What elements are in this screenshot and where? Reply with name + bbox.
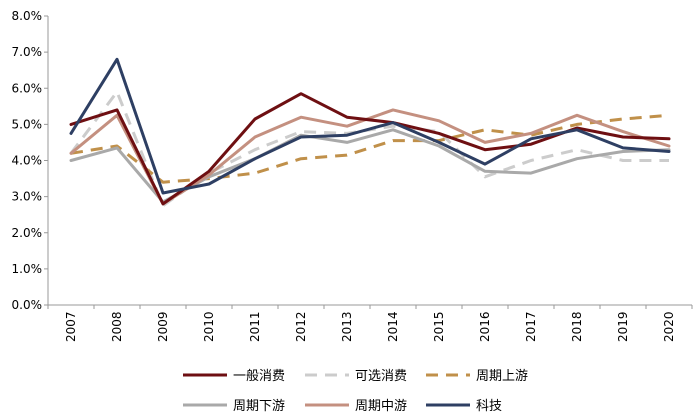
series-line-3 xyxy=(70,113,670,184)
legend-label-1: 一般消费 xyxy=(233,368,285,384)
x-tick-label: 2007 xyxy=(64,311,78,342)
x-tick-label: 2010 xyxy=(202,311,216,342)
chart-series xyxy=(69,57,671,208)
y-tick-label: 7.0% xyxy=(12,45,43,59)
legend-label-6: 科技 xyxy=(476,399,502,414)
x-tick-label: 2012 xyxy=(294,311,308,342)
y-tick-label: 0.0% xyxy=(12,298,43,312)
x-tick-label: 2018 xyxy=(570,311,584,342)
x-tick-label: 2019 xyxy=(616,311,630,342)
x-tick-label: 2016 xyxy=(478,311,492,342)
chart-axes: 0.0% 1.0% 2.0% 3.0% 4.0% 5.0% 6.0% 7.0% 8.0% 2007… xyxy=(12,9,693,342)
y-tick-label: 3.0% xyxy=(12,190,43,204)
series-line-6 xyxy=(69,57,671,195)
x-tick-label: 2015 xyxy=(432,311,446,342)
y-tick-label: 2.0% xyxy=(12,226,43,240)
y-tick-label: 4.0% xyxy=(12,154,43,168)
legend-label-3: 周期上游 xyxy=(476,369,528,384)
x-tick-label: 2017 xyxy=(524,311,538,342)
x-tick-label: 2011 xyxy=(248,311,262,342)
x-tick-label: 2013 xyxy=(340,311,354,342)
y-tick-label: 8.0% xyxy=(12,9,43,23)
series-line-4 xyxy=(69,128,671,204)
x-tick-label: 2009 xyxy=(156,311,170,342)
y-tick-label: 5.0% xyxy=(12,117,43,131)
legend-label-4: 周期下游 xyxy=(233,399,285,414)
legend-label-2: 可选消费 xyxy=(355,369,407,384)
x-tick-label: 2020 xyxy=(662,311,676,342)
x-tick-label: 2008 xyxy=(110,311,124,342)
legend-label-5: 周期中游 xyxy=(355,399,407,414)
x-tick-label: 2014 xyxy=(386,311,400,342)
y-tick-label: 6.0% xyxy=(12,81,43,95)
y-tick-label: 1.0% xyxy=(12,262,43,276)
